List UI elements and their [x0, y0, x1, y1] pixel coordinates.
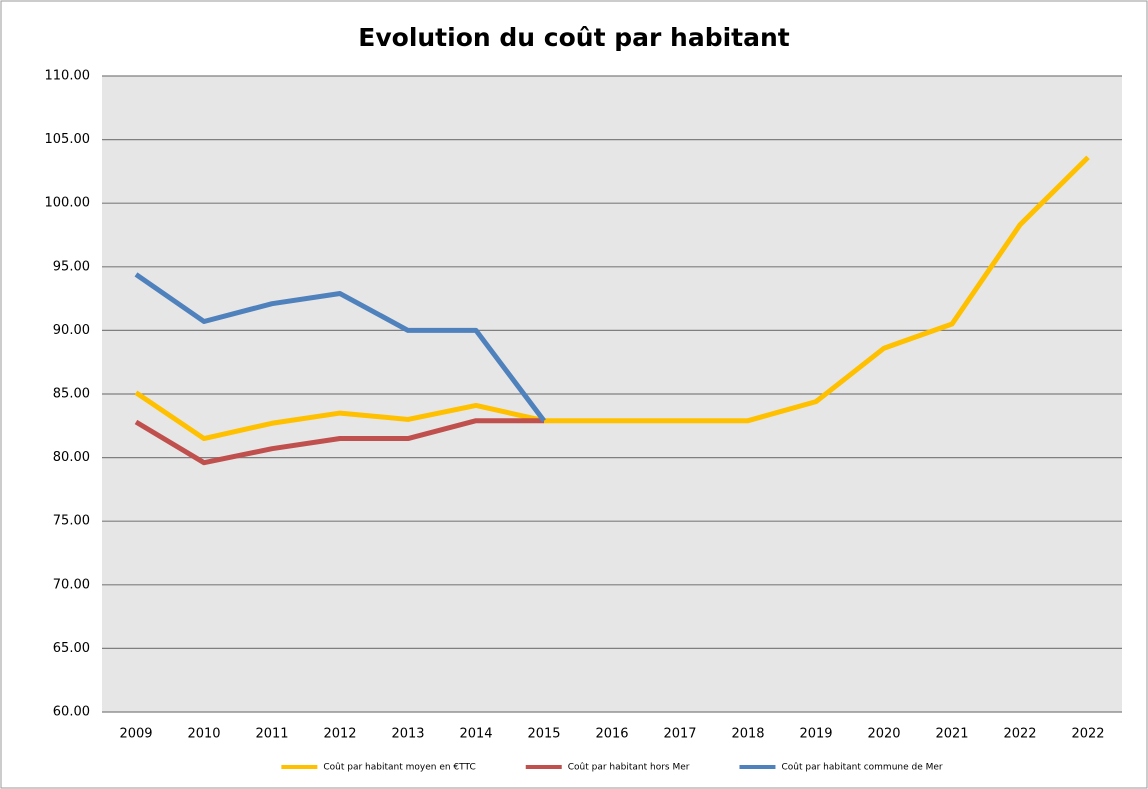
x-tick-label: 2021	[935, 727, 968, 742]
series-line	[134, 418, 544, 466]
legend-label: Coût par habitant hors Mer	[568, 763, 690, 773]
chart-title: Evolution du coût par habitant	[358, 23, 790, 52]
x-tick-label: 2009	[119, 727, 152, 742]
x-tick-label: 2022	[1003, 727, 1036, 742]
y-tick-label: 60.00	[53, 705, 90, 720]
x-tick-label: 2011	[255, 727, 288, 742]
y-tick-label: 65.00	[53, 641, 90, 656]
x-tick-label: 2016	[595, 727, 628, 742]
y-tick-label: 110.00	[45, 69, 91, 84]
y-tick-label: 90.00	[53, 323, 90, 338]
x-tick-label: 2022	[1071, 727, 1104, 742]
x-tick-label: 2020	[867, 727, 900, 742]
y-tick-label: 80.00	[53, 450, 90, 465]
y-tick-label: 75.00	[53, 514, 90, 529]
series-line	[134, 155, 1090, 442]
x-tick-label: 2013	[391, 727, 424, 742]
series-line	[134, 272, 546, 423]
y-tick-label: 100.00	[45, 196, 91, 211]
y-tick-label: 105.00	[45, 132, 91, 147]
x-tick-label: 2019	[799, 727, 832, 742]
x-tick-label: 2014	[459, 727, 492, 742]
y-tick-label: 85.00	[53, 387, 90, 402]
x-tick-label: 2018	[731, 727, 764, 742]
x-tick-label: 2010	[187, 727, 220, 742]
x-tick-label: 2015	[527, 727, 560, 742]
legend-label: Coût par habitant commune de Mer	[781, 763, 942, 773]
legend-label: Coût par habitant moyen en €TTC	[323, 763, 475, 773]
y-tick-label: 95.00	[53, 259, 90, 274]
x-tick-label: 2012	[323, 727, 356, 742]
x-tick-label: 2017	[663, 727, 696, 742]
y-tick-label: 70.00	[53, 577, 90, 592]
